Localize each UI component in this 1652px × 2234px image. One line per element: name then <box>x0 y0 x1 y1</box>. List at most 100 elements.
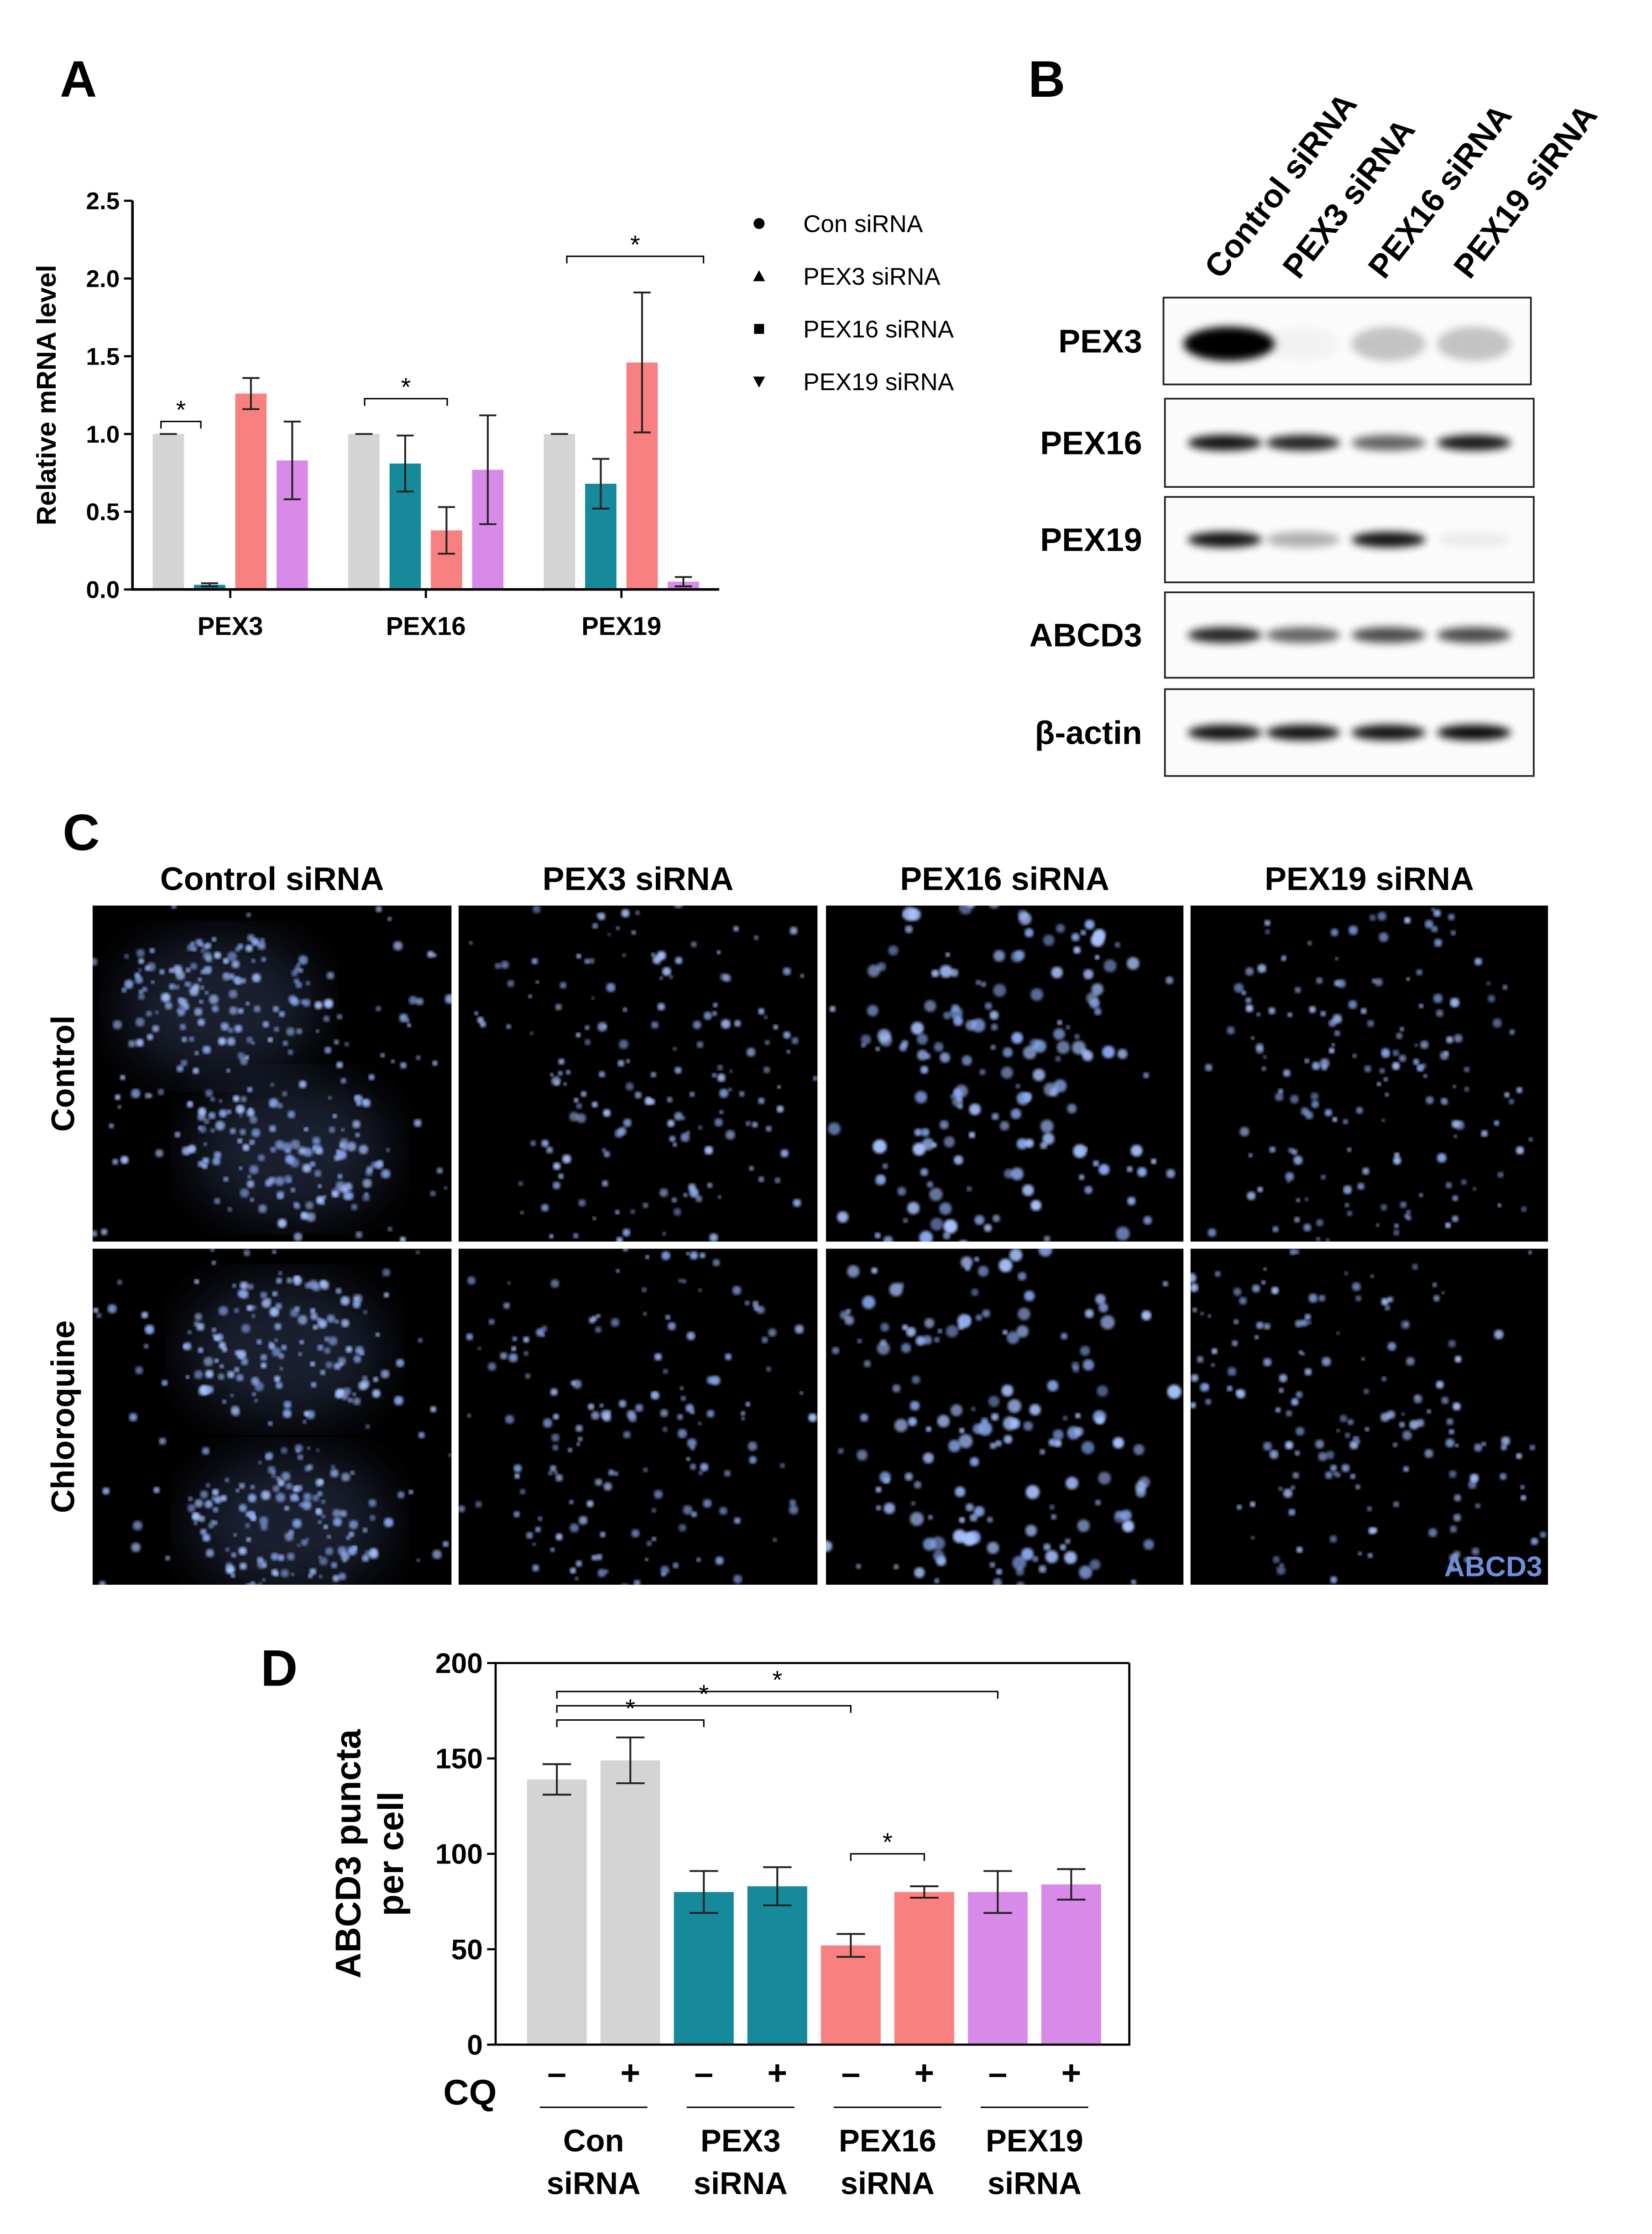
punctum <box>187 1101 193 1108</box>
punctum <box>570 1567 576 1574</box>
punctum <box>1401 1320 1410 1329</box>
punctum <box>334 1154 341 1161</box>
punctum <box>240 1281 248 1290</box>
group-label: siRNA <box>841 2166 935 2201</box>
punctum <box>244 1055 249 1060</box>
punctum <box>342 1559 347 1563</box>
punctum <box>622 1248 628 1252</box>
y-axis-title: per cell <box>371 1791 411 1916</box>
punctum <box>765 1126 772 1132</box>
punctum <box>910 1512 924 1526</box>
punctum <box>131 1089 141 1098</box>
x-tick-label: PEX3 <box>198 612 263 641</box>
punctum <box>673 1142 677 1147</box>
punctum <box>251 1041 255 1045</box>
punctum <box>1486 981 1491 986</box>
punctum <box>1474 1443 1482 1452</box>
punctum <box>1077 1519 1090 1532</box>
punctum <box>331 1465 335 1469</box>
significance-label: * <box>883 1828 893 1857</box>
punctum <box>276 1278 282 1284</box>
punctum <box>660 1409 669 1417</box>
punctum <box>328 1336 338 1346</box>
punctum <box>364 1192 368 1196</box>
punctum <box>1094 955 1100 960</box>
punctum <box>861 1034 871 1045</box>
punctum <box>959 905 972 914</box>
punctum <box>1030 1200 1041 1211</box>
punctum <box>618 1039 628 1049</box>
punctum <box>599 1403 604 1408</box>
punctum <box>298 1352 302 1356</box>
punctum <box>138 968 142 972</box>
blot-band <box>1437 725 1511 741</box>
punctum <box>117 1279 122 1285</box>
punctum <box>382 1268 391 1277</box>
blot-band <box>1266 435 1340 451</box>
punctum <box>212 1157 220 1165</box>
punctum <box>179 1023 186 1030</box>
punctum <box>616 1268 620 1273</box>
punctum <box>298 1080 307 1088</box>
punctum <box>1446 1418 1453 1425</box>
punctum <box>631 1591 640 1601</box>
punctum <box>274 1026 279 1032</box>
punctum <box>953 1155 963 1165</box>
punctum <box>897 1187 906 1196</box>
punctum <box>975 1314 983 1321</box>
bar <box>152 434 184 590</box>
blot-band <box>1351 532 1426 548</box>
punctum <box>281 1447 288 1454</box>
error-bar <box>763 1866 792 1906</box>
punctum <box>1081 1441 1095 1454</box>
punctum <box>1080 1346 1090 1356</box>
punctum <box>416 1558 420 1562</box>
legend-marker <box>753 218 765 229</box>
punctum <box>831 1347 840 1355</box>
punctum <box>764 1040 770 1045</box>
punctum <box>474 1011 479 1016</box>
punctum <box>1399 1421 1405 1428</box>
punctum <box>220 1022 229 1031</box>
punctum <box>265 1298 272 1304</box>
punctum <box>1370 1274 1374 1278</box>
punctum <box>348 1531 355 1538</box>
punctum <box>565 1070 571 1075</box>
punctum <box>680 1386 684 1390</box>
punctum <box>1374 978 1383 987</box>
punctum <box>959 1517 965 1523</box>
punctum <box>550 1388 558 1396</box>
punctum <box>256 1339 262 1345</box>
punctum <box>532 905 541 913</box>
punctum <box>723 974 731 982</box>
y-tick-label: 0.0 <box>86 577 120 604</box>
punctum <box>308 1573 313 1579</box>
blot-band <box>1437 327 1511 361</box>
punctum <box>826 1540 832 1552</box>
punctum <box>146 1011 152 1017</box>
punctum <box>211 1005 219 1013</box>
punctum <box>1318 1294 1326 1302</box>
punctum <box>284 1505 290 1511</box>
punctum <box>323 1524 328 1529</box>
punctum <box>1331 1043 1335 1047</box>
punctum <box>159 1437 167 1445</box>
punctum <box>247 1086 253 1092</box>
punctum <box>971 1288 979 1296</box>
punctum <box>316 1508 321 1513</box>
punctum <box>266 1451 274 1460</box>
punctum <box>1315 1439 1324 1449</box>
punctum <box>592 923 598 929</box>
punctum <box>279 1367 283 1371</box>
significance-label: * <box>699 1680 709 1708</box>
punctum <box>296 1028 303 1034</box>
punctum <box>165 1555 170 1561</box>
punctum <box>680 1395 686 1401</box>
punctum <box>711 1375 721 1385</box>
punctum <box>129 1413 137 1422</box>
punctum <box>523 1336 529 1343</box>
punctum <box>871 1267 878 1274</box>
punctum <box>606 983 616 992</box>
punctum <box>107 1304 117 1314</box>
punctum <box>316 1448 320 1452</box>
